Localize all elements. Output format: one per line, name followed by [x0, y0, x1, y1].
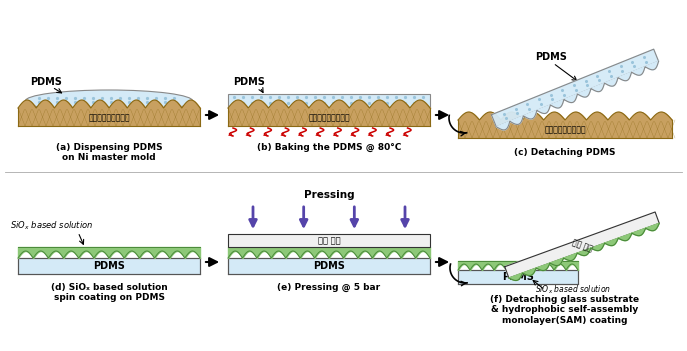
- Text: PDMS: PDMS: [30, 77, 62, 87]
- Text: 제작한미스터스탬프: 제작한미스터스탬프: [88, 113, 130, 122]
- Bar: [228, 234, 430, 247]
- Text: PDMS: PDMS: [502, 272, 534, 282]
- Polygon shape: [496, 61, 659, 130]
- Text: SiO$_x$ based solution: SiO$_x$ based solution: [10, 219, 93, 232]
- Text: PDMS: PDMS: [313, 261, 345, 271]
- Text: PDMS: PDMS: [535, 52, 567, 62]
- Text: (f) Detaching glass substrate
& hydrophobic self-assembly
monolayer(SAM) coating: (f) Detaching glass substrate & hydropho…: [491, 295, 640, 325]
- Polygon shape: [509, 223, 660, 280]
- Text: Pressing: Pressing: [304, 190, 354, 200]
- Text: SiO$_x$ based solution: SiO$_x$ based solution: [535, 283, 611, 296]
- Text: 유연 필름: 유연 필름: [571, 238, 594, 254]
- Bar: [228, 108, 430, 126]
- Text: 제작한미스터스탬프: 제작한미스터스탬프: [544, 125, 586, 134]
- Text: (a) Dispensing PDMS
on Ni master mold: (a) Dispensing PDMS on Ni master mold: [56, 143, 162, 163]
- Bar: [458, 270, 578, 284]
- Text: (d) SiOₓ based solution
spin coating on PDMS: (d) SiOₓ based solution spin coating on …: [51, 283, 168, 303]
- Text: (c) Detaching PDMS: (c) Detaching PDMS: [515, 148, 616, 157]
- Text: 제작한미스터스탬프: 제작한미스터스탬프: [308, 113, 350, 122]
- Bar: [458, 120, 672, 138]
- Bar: [18, 258, 200, 274]
- Text: PDMS: PDMS: [233, 77, 265, 87]
- Bar: [18, 108, 200, 126]
- Text: 유연 필름: 유연 필름: [317, 236, 340, 245]
- Polygon shape: [491, 49, 659, 127]
- Text: (b) Baking the PDMS @ 80°C: (b) Baking the PDMS @ 80°C: [257, 143, 401, 152]
- Text: (e) Pressing @ 5 bar: (e) Pressing @ 5 bar: [278, 283, 381, 292]
- Bar: [228, 94, 430, 108]
- Ellipse shape: [25, 90, 193, 112]
- Polygon shape: [505, 212, 660, 278]
- Text: PDMS: PDMS: [93, 261, 125, 271]
- Bar: [228, 258, 430, 274]
